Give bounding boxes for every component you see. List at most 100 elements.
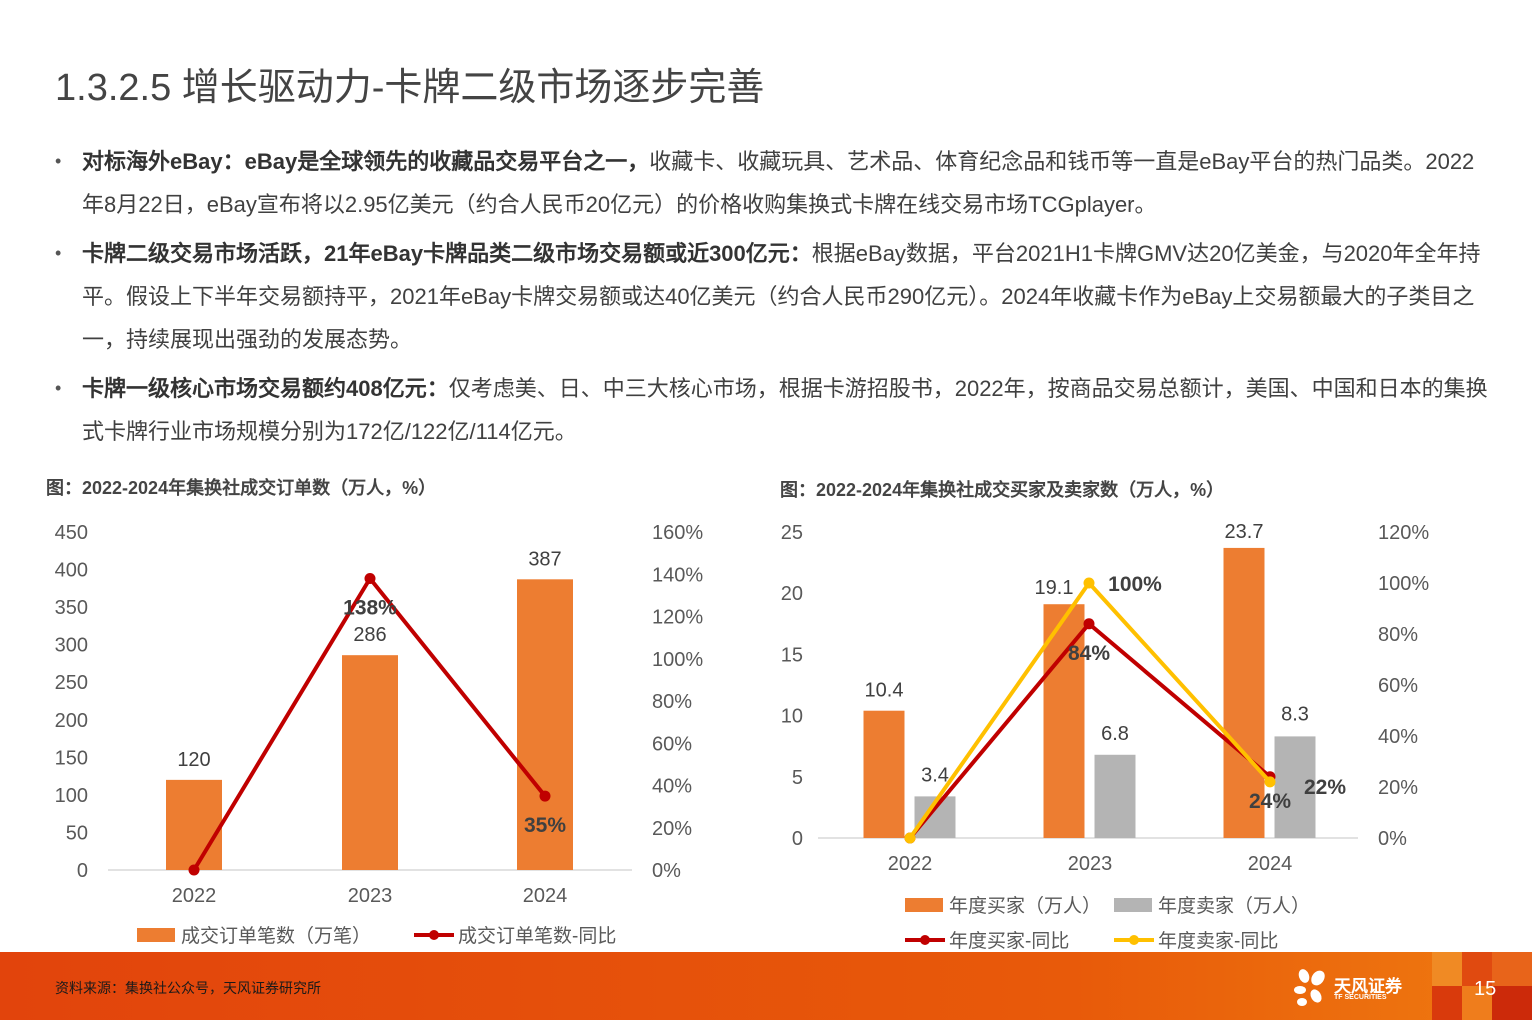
bar (166, 779, 222, 870)
y-left-tick: 10 (781, 706, 803, 728)
bullet-item: • 对标海外eBay：eBay是全球领先的收藏品交易平台之一，收藏卡、收藏玩具、… (55, 140, 1495, 226)
bullet-dot-icon: • (55, 378, 62, 398)
x-tick: 2024 (523, 885, 568, 907)
legend-marker-icon (920, 935, 930, 945)
line-value-label: 24% (1249, 790, 1291, 813)
bullet-lead: 卡牌一级核心市场交易额约408亿元： (82, 376, 449, 401)
right-figure-title: 图：2022-2024年集换社成交买家及卖家数（万人，%） (780, 480, 1225, 500)
line-value-label: 100% (1108, 573, 1162, 596)
bullet-item: • 卡牌一级核心市场交易额约408亿元：仅考虑美、日、中三大核心市场，根据卡游招… (55, 367, 1495, 453)
legend-label: 年度卖家-同比 (1158, 930, 1278, 952)
y-left-tick: 15 (781, 644, 803, 666)
y-right-tick: 120% (1378, 522, 1429, 544)
bar (1223, 547, 1265, 838)
y-left-tick: 400 (55, 560, 88, 582)
legend-marker-icon (1129, 935, 1139, 945)
line-value-label: 138% (343, 596, 397, 619)
legend-marker-icon (429, 930, 439, 940)
flower-logo-icon (1294, 969, 1325, 1006)
bar-value-label: 23.7 (1225, 521, 1264, 543)
line-marker-icon (1264, 776, 1276, 788)
bar (517, 579, 573, 870)
y-right-tick: 140% (652, 564, 703, 586)
bar (1274, 736, 1316, 838)
bar (1043, 604, 1085, 838)
y-left-tick: 150 (55, 747, 88, 769)
logo-text-en: TF SECURITIES (1334, 994, 1387, 1001)
line-marker-icon (1083, 577, 1095, 589)
y-right-tick: 40% (652, 776, 692, 798)
footer-bar: 资料来源：集换社公众号，天风证券研究所 天风证券 TF SECURITIES 1… (0, 952, 1532, 1020)
line-marker-icon (364, 572, 376, 584)
y-right-tick: 160% (652, 522, 703, 544)
orders-chart: 0 50 100 150 200 250 300 350 400 450 0% 20% 40% 60% 80… (55, 522, 704, 947)
y-right-tick: 20% (652, 818, 692, 840)
y-left-tick: 300 (55, 635, 88, 657)
legend-label: 年度买家-同比 (949, 930, 1069, 952)
line-marker-icon (904, 832, 916, 844)
line-value-label: 84% (1068, 642, 1110, 665)
y-right-tick: 20% (1378, 777, 1418, 799)
bullet-lead: 对标海外eBay：eBay是全球领先的收藏品交易平台之一， (82, 149, 650, 174)
bullet-text: 根据eBay数据，平台2021H1卡牌GMV达20亿美金，与2020年全年持平。… (82, 241, 1481, 352)
bar-value-label: 387 (528, 548, 561, 570)
bullet-text: 仅考虑美、日、中三大核心市场，根据卡游招股书，2022年，按商品交易总额计，美国… (82, 376, 1488, 444)
line-marker-icon (188, 864, 200, 876)
legend-label: 成交订单笔数-同比 (458, 925, 616, 947)
y-right-tick: 100% (652, 649, 703, 671)
x-tick: 2023 (1068, 853, 1113, 875)
bar (1094, 754, 1136, 838)
x-tick: 2022 (888, 853, 933, 875)
bar-value-label: 120 (177, 749, 210, 771)
y-left-tick: 0 (77, 860, 88, 882)
y-right-tick: 60% (652, 733, 692, 755)
y-left-tick: 200 (55, 710, 88, 732)
legend-label: 成交订单笔数（万笔） (181, 925, 371, 947)
bar (342, 655, 398, 870)
y-left-tick: 250 (55, 672, 88, 694)
y-left-tick: 350 (55, 597, 88, 619)
y-left-tick: 100 (55, 785, 88, 807)
buyers-sellers-chart: 0 5 10 15 20 25 0% 20% 40% 60% 80% 100% 120% 2022 2023… (781, 521, 1430, 952)
page-title: 1.3.2.5 增长驱动力-卡牌二级市场逐步完善 (55, 67, 765, 109)
legend-label: 年度买家（万人） (949, 895, 1101, 917)
bar-value-label: 8.3 (1281, 703, 1309, 725)
y-left-tick: 50 (66, 822, 88, 844)
bar-value-label: 3.4 (921, 764, 949, 786)
y-left-tick: 450 (55, 522, 88, 544)
y-left-tick: 0 (792, 828, 803, 850)
bar-value-label: 6.8 (1101, 723, 1129, 745)
company-logo: 天风证券 TF SECURITIES (1292, 968, 1412, 1008)
y-right-tick: 100% (1378, 573, 1429, 595)
y-left-tick: 5 (792, 767, 803, 789)
bar (863, 710, 905, 838)
decorative-tiles (1432, 952, 1532, 1020)
y-right-tick: 80% (1378, 624, 1418, 646)
x-tick: 2024 (1248, 853, 1293, 875)
bullet-dot-icon: • (55, 243, 62, 263)
logo-text-cn: 天风证券 (1334, 977, 1402, 996)
x-tick: 2022 (172, 885, 217, 907)
legend-label: 年度卖家（万人） (1158, 895, 1310, 917)
bullet-text: 收藏卡、收藏玩具、艺术品、体育纪念品和钱币等一直是eBay平台的热门品类。202… (82, 149, 1475, 217)
bullet-item: • 卡牌二级交易市场活跃，21年eBay卡牌品类二级市场交易额或近300亿元：根… (55, 232, 1495, 361)
line-value-label: 35% (524, 814, 566, 837)
line-marker-icon (1083, 618, 1095, 630)
y-left-tick: 25 (781, 522, 803, 544)
bullet-list: • 对标海外eBay：eBay是全球领先的收藏品交易平台之一，收藏卡、收藏玩具、… (55, 140, 1495, 459)
bar-value-label: 286 (353, 624, 386, 646)
y-right-tick: 0% (1378, 828, 1407, 850)
source-note: 资料来源：集换社公众号，天风证券研究所 (55, 980, 321, 996)
y-right-tick: 60% (1378, 675, 1418, 697)
bar-value-label: 19.1 (1035, 577, 1074, 599)
line-marker-icon (539, 790, 551, 802)
page-number: 15 (1474, 978, 1497, 1000)
bullet-dot-icon: • (55, 151, 62, 171)
y-right-tick: 40% (1378, 726, 1418, 748)
x-tick: 2023 (348, 885, 393, 907)
y-right-tick: 120% (652, 607, 703, 629)
bullet-lead: 卡牌二级交易市场活跃，21年eBay卡牌品类二级市场交易额或近300亿元： (82, 241, 812, 266)
bar-value-label: 10.4 (865, 680, 904, 702)
left-figure-title: 图：2022-2024年集换社成交订单数（万人，%） (46, 478, 437, 498)
y-right-tick: 80% (652, 691, 692, 713)
